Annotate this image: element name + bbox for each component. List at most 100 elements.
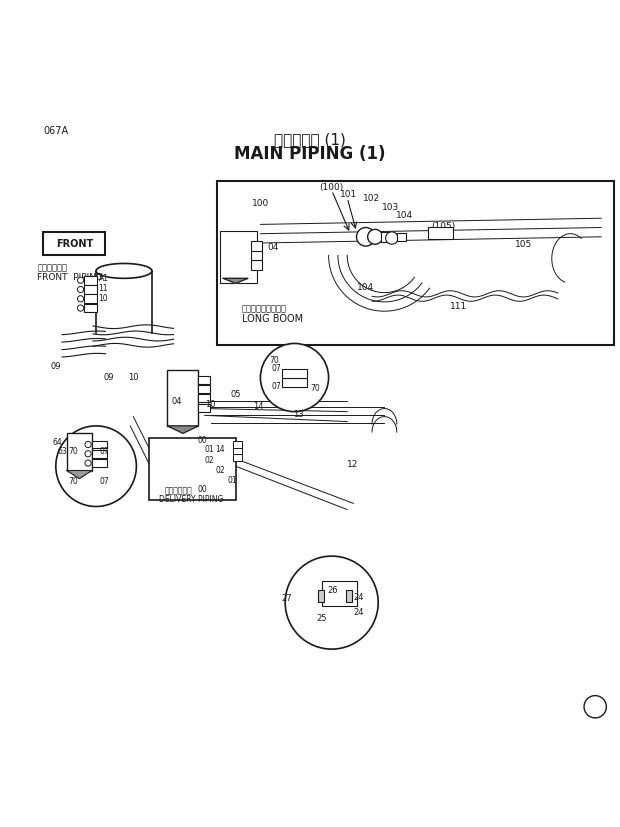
Bar [84,276,97,284]
Text: A1: A1 [99,275,109,284]
Bar [251,251,262,261]
Bar [428,227,453,239]
Text: 27: 27 [281,594,293,603]
Bar [43,232,105,256]
Text: 02: 02 [205,457,215,465]
Bar [92,441,107,448]
Text: 70: 70 [68,447,78,457]
Text: 00: 00 [198,485,208,494]
Bar [149,438,236,500]
Text: メイン配管 (1): メイン配管 (1) [274,132,346,147]
Circle shape [85,451,91,457]
Text: 01: 01 [228,476,237,485]
Text: 100: 100 [252,199,269,208]
Bar [217,181,614,346]
Text: 11: 11 [98,284,108,293]
Bar [397,233,406,241]
Text: 05: 05 [231,390,241,399]
Circle shape [78,286,84,293]
Text: 01: 01 [205,445,215,454]
Bar [322,581,356,605]
Text: FRONT  PIPING: FRONT PIPING [37,273,103,282]
Bar [232,447,242,454]
Polygon shape [67,471,92,479]
Bar [198,394,210,403]
Bar [167,370,198,426]
Bar [381,232,389,241]
Bar [251,260,262,270]
Text: 70: 70 [270,356,280,366]
Text: 103: 103 [382,203,399,213]
Circle shape [584,696,606,718]
Text: 104: 104 [357,283,374,292]
Bar [92,459,107,466]
Text: 64: 64 [52,438,62,447]
Polygon shape [167,426,198,433]
Text: 24: 24 [353,592,363,601]
Text: 09: 09 [104,373,113,382]
Text: 25: 25 [316,614,326,623]
Text: 14: 14 [215,445,225,454]
Circle shape [386,232,398,244]
Text: FRONT: FRONT [56,239,93,249]
Text: 13: 13 [293,410,304,419]
Text: 07: 07 [99,447,109,457]
Text: 09: 09 [51,362,61,371]
Text: ⑩: ⑩ [590,703,600,713]
Text: 12: 12 [347,460,358,469]
Bar [282,378,307,387]
Text: LONG BOOM: LONG BOOM [242,314,303,324]
Circle shape [78,277,84,284]
Polygon shape [223,279,248,284]
Text: 00: 00 [198,436,208,445]
Bar [226,235,251,279]
Bar [84,304,97,313]
Bar [84,294,97,304]
Text: フロント配管: フロント配管 [37,263,67,272]
Text: 111: 111 [450,303,467,311]
Bar [92,450,107,457]
Bar [84,285,97,294]
Bar [318,590,324,602]
Text: 101: 101 [340,190,358,199]
Text: 70: 70 [310,385,320,393]
Bar [282,369,307,378]
Text: 07: 07 [271,365,281,373]
Circle shape [85,442,91,447]
Circle shape [78,305,84,311]
Circle shape [56,426,136,506]
Text: M: M [591,702,600,711]
Text: 07: 07 [271,382,281,391]
Text: 104: 104 [396,211,413,220]
Circle shape [285,556,378,649]
Text: 02: 02 [215,466,225,475]
Circle shape [78,296,84,302]
Circle shape [85,460,91,466]
Text: ロングブーム装置時: ロングブーム装置時 [242,305,287,313]
Text: 07: 07 [99,477,109,486]
Circle shape [368,229,383,244]
Text: 14: 14 [254,402,264,410]
Text: 04: 04 [267,243,278,252]
Text: 102: 102 [363,194,381,203]
Text: (105): (105) [431,222,456,231]
Bar [198,385,210,393]
Text: 04: 04 [172,397,182,406]
Text: 105: 105 [515,241,533,250]
Text: デリベリ配管: デリベリ配管 [164,486,192,495]
Text: 10: 10 [128,373,138,382]
Text: 24: 24 [353,608,363,617]
Bar [346,590,352,602]
Text: 26: 26 [327,586,339,595]
Text: 63: 63 [57,447,67,457]
Bar [198,404,210,412]
Text: MAIN PIPING (1): MAIN PIPING (1) [234,146,386,164]
Bar [232,453,242,461]
Bar [232,441,242,448]
Text: 70: 70 [68,477,78,486]
Text: (100): (100) [319,183,344,192]
Text: 067A: 067A [43,127,69,136]
Bar [67,433,92,471]
Circle shape [356,227,375,246]
Circle shape [260,343,329,412]
